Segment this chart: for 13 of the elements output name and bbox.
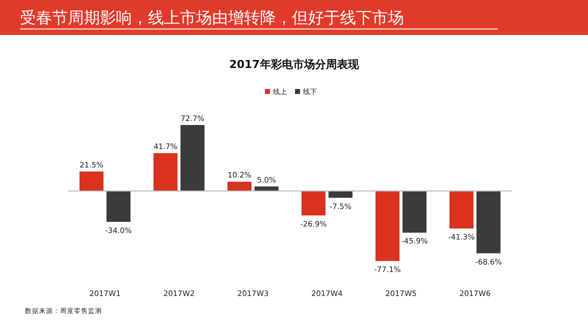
bar: [328, 191, 352, 198]
bar: [228, 182, 252, 191]
bar: [180, 124, 204, 191]
chart-subtitle: 2017年彩电市场分周表现: [229, 58, 360, 71]
bar: [402, 191, 426, 233]
bar: [154, 153, 178, 191]
bar: [106, 191, 130, 222]
bar: [376, 191, 400, 261]
bar: [80, 171, 104, 191]
bar: [476, 191, 500, 254]
chart-title: 受春节周期影响，线上市场由增转降，但好于线下市场: [20, 8, 404, 27]
bar: [450, 191, 474, 228]
bar: [302, 191, 326, 216]
